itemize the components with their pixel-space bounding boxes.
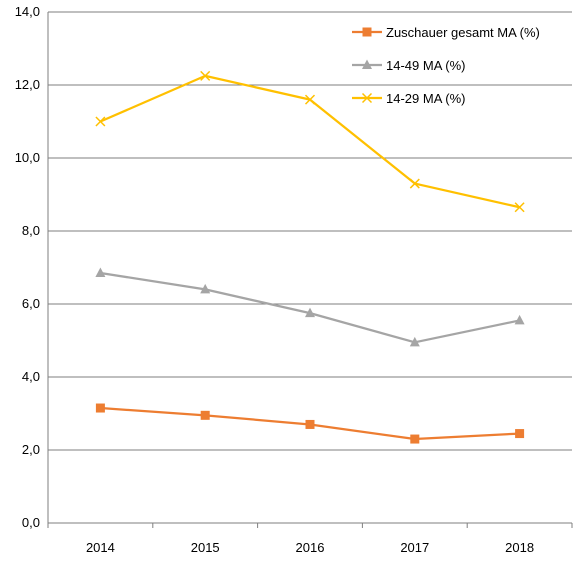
series-2-point-2018 (514, 202, 525, 213)
series-1-point-2017 (409, 336, 420, 347)
series-0-point-2017 (410, 434, 420, 444)
y-tick-label-6: 12,0 (15, 77, 40, 92)
y-tick-label-2: 4,0 (22, 369, 40, 384)
legend-marker-1 (362, 59, 372, 69)
series-0 (95, 403, 525, 444)
series-1-point-2015 (200, 283, 211, 294)
legend-item-0: Zuschauer gesamt MA (%) (352, 25, 540, 40)
series-1-point-2014 (95, 267, 106, 277)
legend-item-1: 14-49 MA (%) (352, 58, 465, 73)
x-tick-label-2014: 2014 (86, 540, 115, 555)
legend-label-0: Zuschauer gesamt MA (%) (386, 25, 540, 40)
x-tick-label-2018: 2018 (505, 540, 534, 555)
x-tick-label-2015: 2015 (191, 540, 220, 555)
series-2-point-2014-b (95, 116, 106, 127)
y-tick-label-3: 6,0 (22, 296, 40, 311)
series-2-point-2014 (95, 116, 106, 127)
y-tick-label-7: 14,0 (15, 4, 40, 19)
y-tick-label-4: 8,0 (22, 223, 40, 238)
series-0-point-2016 (305, 419, 315, 429)
series-1 (95, 267, 525, 347)
series-2-point-2017-b (409, 178, 420, 189)
legend-marker-2-b (361, 92, 373, 104)
y-tick-label-1: 2,0 (22, 442, 40, 457)
x-tick-label-2017: 2017 (400, 540, 429, 555)
series-group (95, 70, 525, 444)
series-0-point-2014 (95, 403, 105, 413)
series-0-point-2015 (200, 410, 210, 420)
y-tick-label-5: 10,0 (15, 150, 40, 165)
series-2-point-2016-b (304, 94, 316, 105)
legend: Zuschauer gesamt MA (%) 14-49 MA (%) 14-29… (352, 25, 540, 106)
series-2 (95, 70, 525, 213)
series-2-point-2018-b (514, 202, 525, 213)
series-2-point-2015-b (200, 70, 211, 81)
series-2-point-2017 (409, 178, 420, 189)
legend-item-2: 14-29 MA (%) (352, 91, 465, 106)
legend-marker-2 (361, 92, 373, 104)
series-2-point-2016 (304, 94, 316, 105)
legend-marker-0 (362, 27, 372, 37)
series-1-point-2018 (514, 314, 525, 325)
series-1-point-2016 (305, 307, 315, 318)
series-0-point-2018 (515, 429, 525, 439)
y-tick-label-0: 0,0 (22, 515, 40, 530)
y-axis: 0,0 2,0 4,0 6,0 8,0 10,0 12,0 14,0 (15, 4, 49, 530)
legend-label-1: 14-49 MA (%) (386, 58, 465, 73)
x-axis: 2014 2015 2016 2017 2018 (47, 523, 573, 555)
series-2-point-2015 (200, 70, 211, 81)
gridlines (48, 11, 572, 524)
legend-label-2: 14-29 MA (%) (386, 91, 465, 106)
x-tick-label-2016: 2016 (296, 540, 325, 555)
